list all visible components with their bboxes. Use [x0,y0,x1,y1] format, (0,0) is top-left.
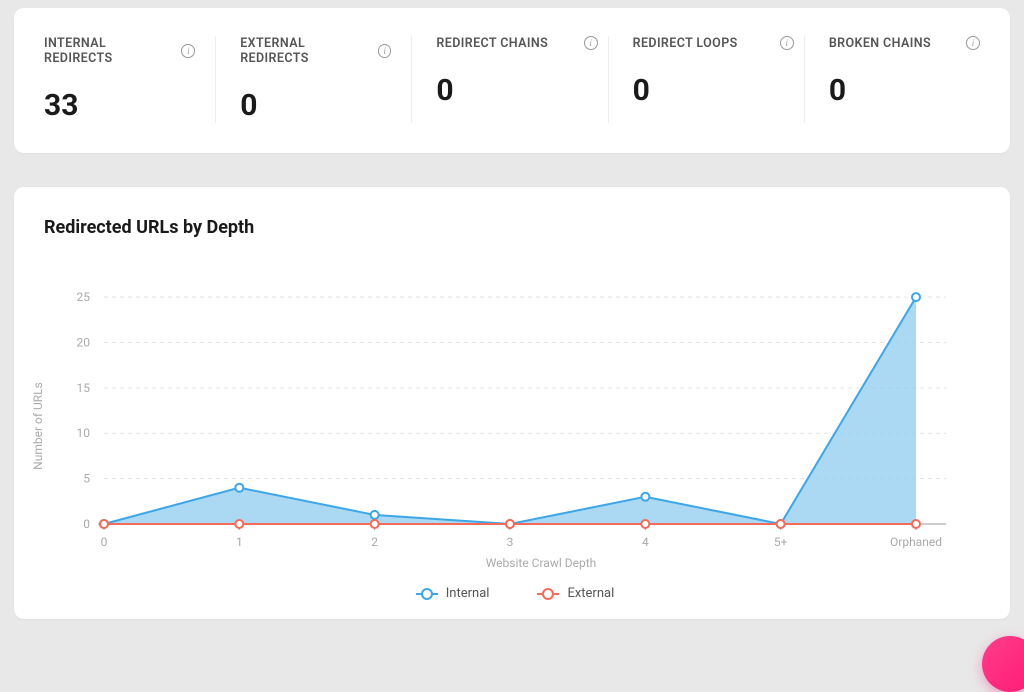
svg-text:10: 10 [77,426,91,440]
stat-value: 0 [240,88,391,123]
svg-text:20: 20 [77,335,91,349]
stat-internal-redirects: INTERNAL REDIRECTS i 33 [44,36,216,123]
legend-label: Internal [446,586,490,601]
stats-card: INTERNAL REDIRECTS i 33 EXTERNAL REDIREC… [14,8,1010,153]
stat-redirect-chains: REDIRECT CHAINS i 0 [436,36,608,123]
area-chart: 0 5 10 15 20 25 0 1 2 3 4 5+ Orphaned [56,282,956,552]
svg-text:1: 1 [236,535,243,549]
legend-item-external[interactable]: External [537,586,614,601]
chart-area: Number of URLs 0510152025012345+Orphaned… [56,282,986,570]
stat-label: BROKEN CHAINS [829,36,931,51]
stat-value: 0 [829,73,980,108]
svg-text:4: 4 [642,535,649,549]
svg-text:25: 25 [77,290,91,304]
legend-item-internal[interactable]: Internal [416,586,490,601]
stat-label: REDIRECT CHAINS [436,36,548,51]
chart-card: Redirected URLs by Depth Number of URLs … [14,187,1010,619]
info-icon[interactable]: i [966,36,980,50]
stat-external-redirects: EXTERNAL REDIRECTS i 0 [240,36,412,123]
stat-value: 0 [436,73,587,108]
x-axis-label: Website Crawl Depth [96,556,986,570]
chart-legend: Internal External [44,586,986,601]
svg-text:0: 0 [101,535,108,549]
legend-marker-icon [537,593,559,595]
legend-label: External [567,586,614,601]
stat-broken-chains: BROKEN CHAINS i 0 [829,36,980,123]
info-icon[interactable]: i [181,44,195,58]
help-fab[interactable] [982,636,1024,692]
stat-value: 0 [633,73,784,108]
stat-label: REDIRECT LOOPS [633,36,738,51]
svg-text:15: 15 [77,381,91,395]
info-icon[interactable]: i [584,36,598,50]
svg-text:5: 5 [83,472,90,486]
svg-text:Orphaned: Orphaned [890,535,942,549]
info-icon[interactable]: i [378,44,392,58]
svg-text:3: 3 [507,535,514,549]
stat-value: 33 [44,88,195,123]
chart-title: Redirected URLs by Depth [44,217,986,238]
stat-label: INTERNAL REDIRECTS [44,36,175,66]
svg-text:0: 0 [83,517,90,531]
svg-text:2: 2 [371,535,378,549]
stat-label: EXTERNAL REDIRECTS [240,36,372,66]
y-axis-label: Number of URLs [31,382,45,470]
info-icon[interactable]: i [780,36,794,50]
svg-text:5+: 5+ [774,535,788,549]
stat-redirect-loops: REDIRECT LOOPS i 0 [633,36,805,123]
legend-marker-icon [416,593,438,595]
